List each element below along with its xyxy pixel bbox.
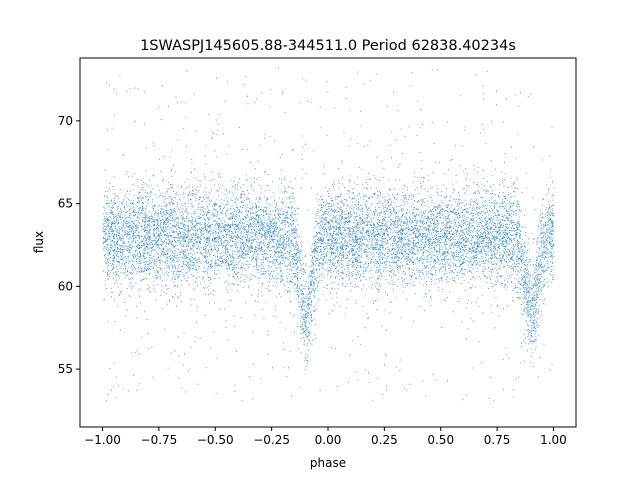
- y-axis-label: flux: [32, 231, 46, 253]
- data-point: [552, 244, 555, 246]
- x-tick-label: −0.50: [197, 433, 234, 447]
- y-tick-label: 65: [58, 197, 73, 211]
- data-point: [496, 237, 498, 240]
- data-point: [270, 235, 273, 238]
- x-tick-label: −1.00: [84, 433, 121, 447]
- x-axis-label: phase: [310, 456, 346, 470]
- data-point: [439, 235, 442, 238]
- x-tick-label: 1.00: [540, 433, 567, 447]
- data-point: [304, 313, 307, 316]
- data-point: [530, 308, 532, 311]
- y-axis-ticks: 55 60 65 70: [58, 114, 80, 376]
- data-point: [327, 239, 329, 241]
- x-tick-label: 0.75: [484, 433, 511, 447]
- data-point: [214, 237, 217, 240]
- x-tick-label: 0.25: [371, 433, 398, 447]
- data-point-cloud: [102, 68, 555, 402]
- data-point: [158, 234, 160, 236]
- x-tick-label: 0.00: [315, 433, 342, 447]
- chart-title: 1SWASPJ145605.88-344511.0 Period 62838.4…: [140, 38, 516, 54]
- x-tick-label: −0.25: [253, 433, 290, 447]
- data-point: [383, 232, 386, 235]
- data-points: [102, 68, 555, 402]
- y-tick-label: 70: [58, 114, 73, 128]
- x-axis-ticks: −1.00 −0.75 −0.50 −0.25 0.00 0.25 0.50 0.75 1.00: [84, 427, 567, 447]
- y-tick-label: 60: [58, 279, 73, 293]
- x-tick-label: −0.75: [141, 433, 178, 447]
- y-tick-label: 55: [58, 362, 73, 376]
- x-tick-label: 0.50: [427, 433, 454, 447]
